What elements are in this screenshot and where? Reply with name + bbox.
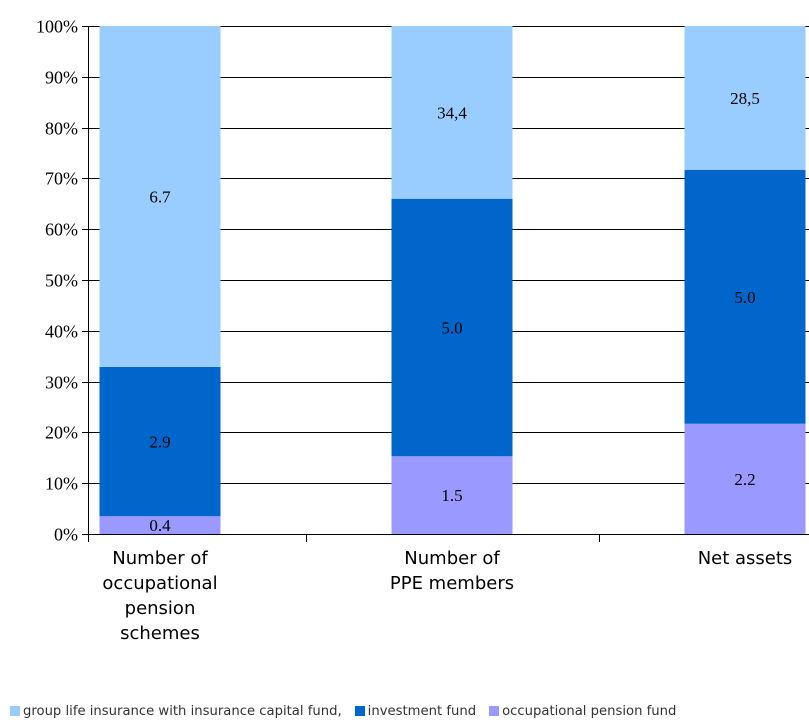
x-category-label: schemes bbox=[120, 623, 200, 644]
legend-item: investment fund bbox=[354, 703, 477, 720]
y-tick-label: 80% bbox=[45, 119, 78, 139]
legend-swatch bbox=[489, 706, 500, 716]
data-label: 1.5 bbox=[441, 486, 462, 505]
data-label: 2.2 bbox=[734, 470, 755, 489]
bar-segment bbox=[99, 516, 221, 534]
bar-segment bbox=[391, 456, 513, 534]
x-category-label: pension bbox=[125, 598, 196, 619]
legend-swatch bbox=[354, 706, 365, 716]
legend: group life insurance with insurance capi… bbox=[10, 703, 809, 720]
bar-segment bbox=[99, 366, 221, 517]
data-label: 34,4 bbox=[437, 103, 467, 122]
data-labels: 0.4 2.9 6.7 1.5 5.0 34,4 2.2 5.0 28,5 bbox=[149, 89, 760, 535]
legend-label: occupational pension fund bbox=[502, 704, 677, 719]
data-label: 5.0 bbox=[734, 288, 755, 307]
y-tick-label: 70% bbox=[45, 169, 78, 189]
bar-segment bbox=[391, 26, 513, 199]
legend-swatch bbox=[10, 706, 20, 716]
x-category-label: PPE members bbox=[390, 573, 514, 594]
bars bbox=[99, 26, 806, 534]
y-tick-label: 100% bbox=[36, 17, 78, 37]
data-label: 5.0 bbox=[441, 318, 462, 337]
legend-label: group life insurance with insurance capi… bbox=[23, 704, 342, 719]
y-tick-label: 60% bbox=[45, 220, 78, 240]
y-tick-label: 10% bbox=[45, 474, 78, 494]
y-tick-labels: 0% 10% 20% 30% 40% 50% 60% 70% 80% 90% 100% bbox=[36, 17, 78, 545]
data-label: 6.7 bbox=[149, 187, 171, 206]
x-category-label: occupational bbox=[102, 573, 217, 594]
x-category-labels: Number of occupational pension schemes Numbe… bbox=[102, 548, 792, 644]
axes bbox=[82, 26, 809, 542]
x-category-label: Net assets bbox=[698, 548, 793, 569]
x-category-label: Number of bbox=[404, 548, 500, 569]
bar-segment bbox=[684, 169, 806, 424]
bar-segment bbox=[684, 26, 806, 170]
legend-label: investment fund bbox=[367, 704, 477, 719]
y-tick-label: 0% bbox=[54, 525, 78, 545]
bar-segment bbox=[99, 26, 221, 367]
data-label: 28,5 bbox=[730, 89, 760, 108]
y-tick-label: 40% bbox=[45, 322, 78, 342]
bar-segment bbox=[391, 198, 513, 457]
y-tick-label: 50% bbox=[45, 271, 78, 291]
legend-item: group life insurance with insurance capi… bbox=[10, 703, 342, 720]
data-label: 0.4 bbox=[149, 516, 171, 535]
x-category-label: Number of bbox=[112, 548, 208, 569]
y-tick-label: 90% bbox=[45, 68, 78, 88]
y-tick-label: 20% bbox=[45, 423, 78, 443]
y-tick-label: 30% bbox=[45, 373, 78, 393]
data-label: 2.9 bbox=[149, 433, 170, 452]
legend-item: occupational pension fund bbox=[489, 703, 676, 720]
bar-segment bbox=[684, 423, 806, 534]
